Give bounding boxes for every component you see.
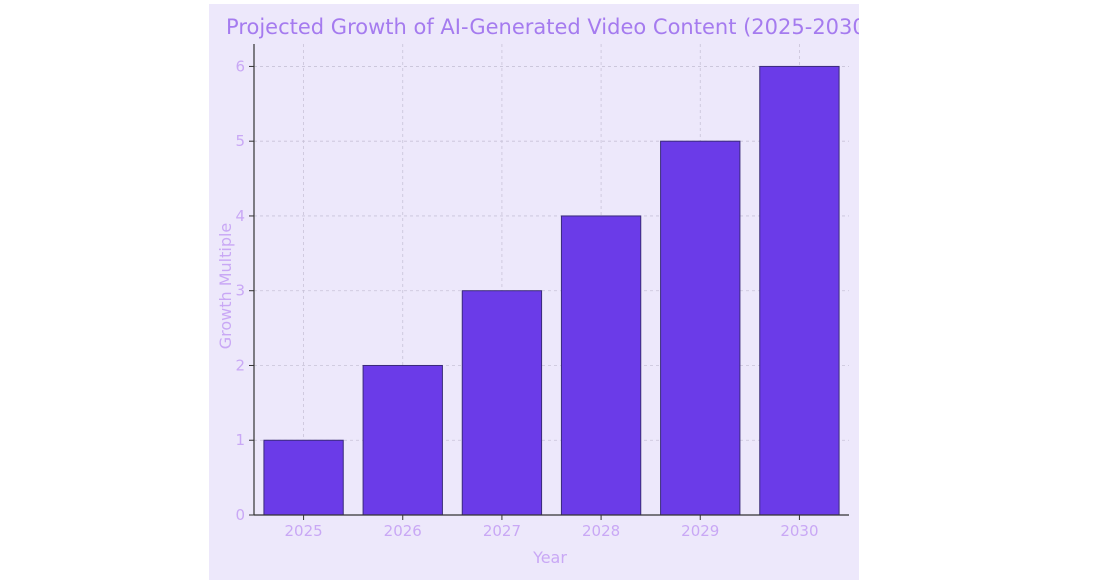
y-tick-label: 0 bbox=[235, 506, 245, 524]
y-tick-label: 6 bbox=[235, 57, 245, 75]
x-tick-label: 2030 bbox=[780, 522, 818, 540]
bar-2025 bbox=[263, 439, 344, 516]
x-axis-label: Year bbox=[532, 548, 567, 567]
x-tick-label: 2026 bbox=[384, 522, 422, 540]
bar-chart: Projected Growth of AI-Generated Video C… bbox=[216, 15, 859, 567]
x-tick-label: 2028 bbox=[582, 522, 620, 540]
bar-2027 bbox=[461, 290, 543, 516]
chart-title: Projected Growth of AI-Generated Video C… bbox=[226, 15, 859, 39]
y-tick-label: 3 bbox=[235, 282, 245, 300]
y-tick-label: 5 bbox=[235, 132, 245, 150]
y-tick-label: 1 bbox=[235, 431, 245, 449]
y-tick-label: 2 bbox=[235, 356, 245, 374]
ticks-layer: 0 1 2 3 4 5 6 2025 2026 2027 2028 2029 2030 bbox=[235, 57, 818, 540]
y-tick-label: 4 bbox=[235, 207, 245, 225]
bar-2026 bbox=[362, 364, 443, 516]
axes-layer bbox=[253, 44, 849, 516]
x-tick-label: 2025 bbox=[284, 522, 322, 540]
bar-2028 bbox=[560, 215, 642, 516]
x-tick-label: 2029 bbox=[681, 522, 719, 540]
chart-figure: Projected Growth of AI-Generated Video C… bbox=[209, 4, 859, 580]
bar-2030 bbox=[759, 65, 840, 516]
y-axis-label: Growth Multiple bbox=[216, 223, 235, 350]
bar-2029 bbox=[660, 140, 741, 516]
x-tick-label: 2027 bbox=[483, 522, 521, 540]
bars-layer bbox=[263, 65, 840, 516]
